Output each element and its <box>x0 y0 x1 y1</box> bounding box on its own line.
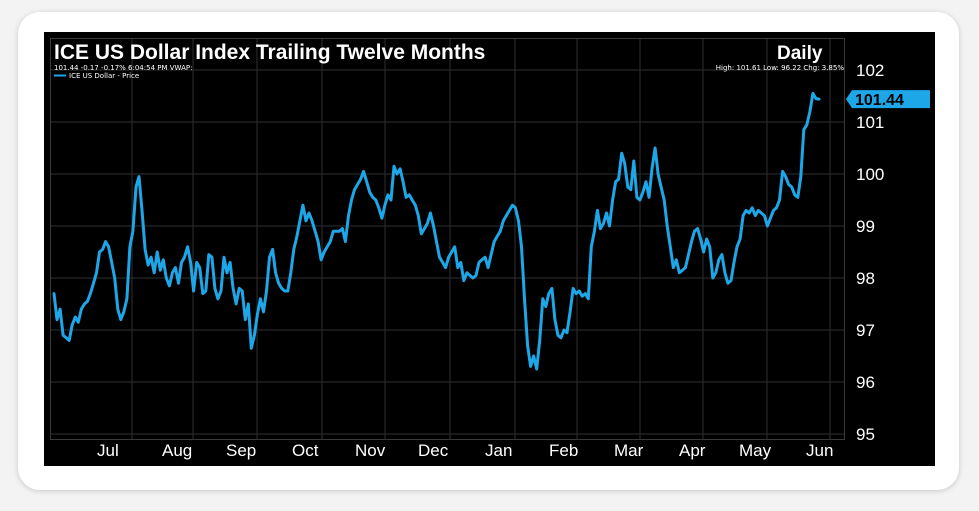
x-axis: Jul Aug Sep Oct Nov Dec Jan Feb Mar Apr May Jun <box>97 441 833 460</box>
last-value-marker: 101.44 <box>846 90 930 109</box>
legend-label: ICE US Dollar - Price <box>69 72 139 80</box>
x-tick-label: Sep <box>226 441 256 460</box>
y-tick-label: 98 <box>856 269 875 288</box>
y-tick-label: 100 <box>856 165 884 184</box>
x-tick-label: Nov <box>355 441 386 460</box>
y-tick-label: 102 <box>856 61 884 80</box>
x-tick-label: May <box>739 441 772 460</box>
x-tick-label: Apr <box>679 441 706 460</box>
last-value-label: 101.44 <box>855 92 904 109</box>
info-right: High: 101.61 Low: 96.22 Chg: 3.85% <box>716 64 845 72</box>
y-tick-label: 95 <box>856 425 875 444</box>
x-tick-label: Oct <box>292 441 319 460</box>
frequency-label: Daily <box>777 43 823 64</box>
info-left: 101.44 -0.17 -0.17% 6:04:54 PM VWAP: <box>54 64 192 72</box>
x-tick-label: Jun <box>806 441 833 460</box>
x-tick-label: Mar <box>614 441 644 460</box>
y-axis: 95 96 97 98 99 100 101 102 <box>856 61 884 444</box>
chart-title: ICE US Dollar Index Trailing Twelve Mont… <box>54 41 485 64</box>
x-tick-label: Feb <box>549 441 578 460</box>
price-chart: ICE US Dollar Index Trailing Twelve Mont… <box>50 38 930 460</box>
y-tick-label: 97 <box>856 321 875 340</box>
y-tick-label: 99 <box>856 217 875 236</box>
x-tick-label: Aug <box>162 441 192 460</box>
y-tick-label: 101 <box>856 113 884 132</box>
chart-frame: ICE US Dollar Index Trailing Twelve Mont… <box>44 32 935 466</box>
x-tick-label: Jul <box>97 441 119 460</box>
y-tick-label: 96 <box>856 373 875 392</box>
x-tick-label: Jan <box>485 441 512 460</box>
last-value-tag <box>846 90 930 109</box>
grid-layer <box>50 38 845 440</box>
plot-area-border <box>50 38 845 440</box>
x-tick-label: Dec <box>418 441 449 460</box>
price-line <box>52 91 821 371</box>
